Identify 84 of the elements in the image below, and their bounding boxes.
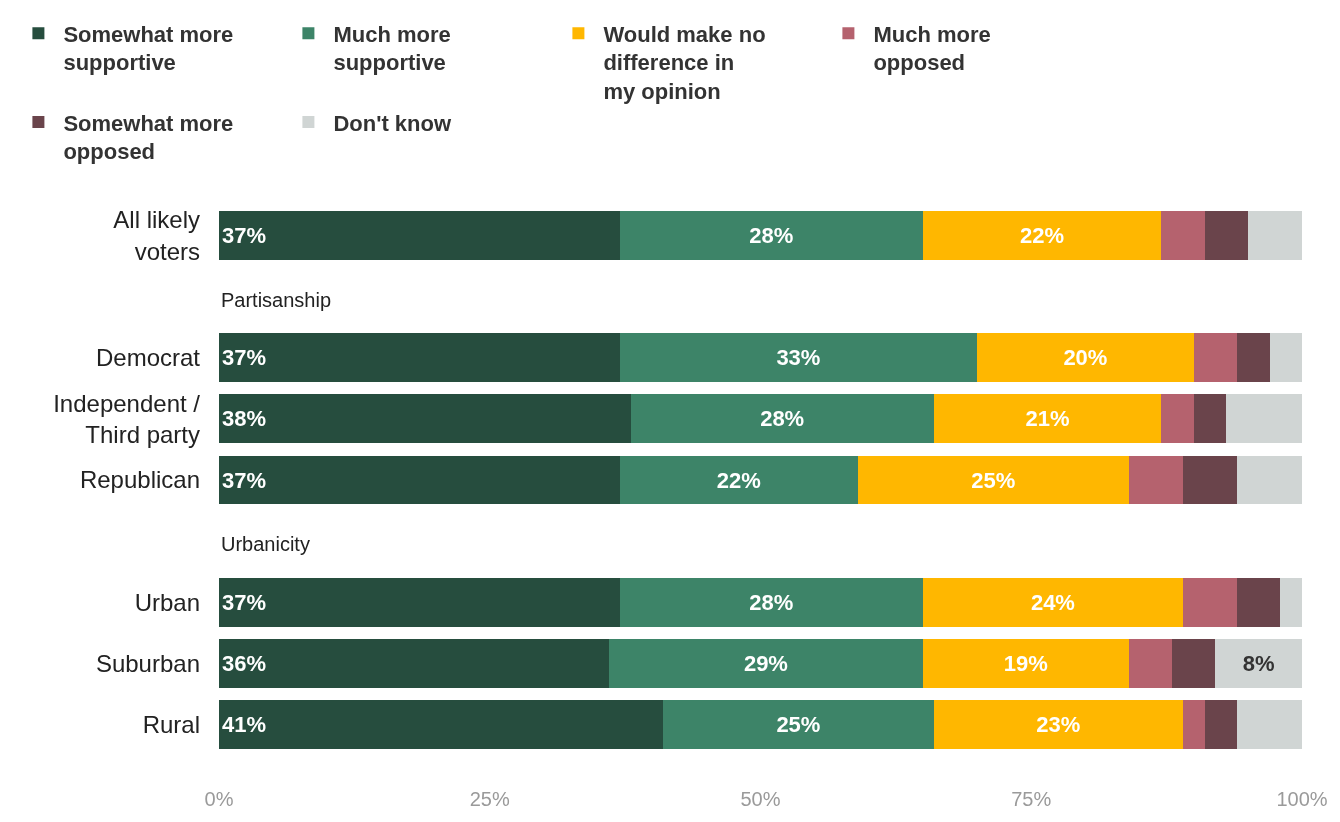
bar xyxy=(1226,394,1302,444)
data-label: 38% xyxy=(222,406,267,432)
data-label: 28% xyxy=(749,589,794,615)
data-label: 22% xyxy=(716,467,761,493)
bar xyxy=(608,638,923,688)
data-label: 37% xyxy=(222,345,267,371)
bar xyxy=(1237,577,1281,627)
bar xyxy=(857,455,1129,505)
data-label: 29% xyxy=(743,650,788,676)
data-label: 22% xyxy=(1020,223,1065,249)
bar xyxy=(630,394,934,444)
bar xyxy=(1204,700,1238,749)
bar xyxy=(1172,638,1216,688)
y-tick-label: Democrat xyxy=(95,344,201,372)
bar xyxy=(219,577,620,627)
x-tick-label: 75% xyxy=(1011,788,1052,810)
x-tick-label: 25% xyxy=(469,788,510,810)
bar xyxy=(1204,211,1248,260)
bar xyxy=(619,577,923,627)
y-tick-label: Independent / Third party xyxy=(53,389,201,448)
bar xyxy=(619,333,978,383)
bar xyxy=(1128,455,1183,505)
data-label: 21% xyxy=(1025,406,1070,432)
data-label: 33% xyxy=(776,345,821,371)
legend-label: Somewhat more opposed xyxy=(63,110,234,165)
bar xyxy=(933,394,1162,444)
bar xyxy=(1280,577,1302,627)
bar xyxy=(1237,455,1302,505)
bar xyxy=(663,700,934,749)
data-label: 24% xyxy=(1030,589,1075,615)
x-tick-label: 0% xyxy=(204,788,234,810)
bar xyxy=(219,394,631,444)
data-label: 25% xyxy=(776,711,821,737)
bar xyxy=(219,333,620,383)
data-label: 25% xyxy=(971,467,1016,493)
data-label: 41% xyxy=(222,711,267,737)
bar xyxy=(1161,211,1205,260)
y-tick-label: Rural xyxy=(142,710,200,738)
data-label: 28% xyxy=(760,406,805,432)
bar xyxy=(219,700,664,749)
legend-label: Somewhat more supportive xyxy=(63,21,234,76)
legend-label: Much more supportive xyxy=(333,21,451,76)
bar xyxy=(922,638,1129,688)
bar xyxy=(1182,577,1238,627)
bar xyxy=(619,211,923,260)
bar xyxy=(1193,333,1238,383)
data-label: 37% xyxy=(222,589,267,615)
data-label: 28% xyxy=(749,223,794,249)
bar xyxy=(1247,211,1302,260)
y-tick-label: Partisanship xyxy=(221,289,332,311)
bar xyxy=(1182,700,1205,749)
bar xyxy=(922,211,1162,260)
bar xyxy=(1182,455,1238,505)
y-tick-label: Republican xyxy=(79,466,200,494)
bar xyxy=(922,577,1183,627)
bar xyxy=(219,638,609,688)
bar xyxy=(219,455,620,505)
y-tick-label: Urbanicity xyxy=(221,533,310,555)
bar xyxy=(1237,700,1302,749)
bar xyxy=(977,333,1194,383)
bar xyxy=(619,455,858,505)
data-label: 23% xyxy=(1036,711,1081,737)
bar xyxy=(1128,638,1173,688)
x-tick-label: 50% xyxy=(740,788,781,810)
y-tick-label: All likely voters xyxy=(113,206,200,265)
bar xyxy=(1161,394,1194,444)
y-tick-label: Suburban xyxy=(95,649,200,677)
bar xyxy=(933,700,1183,749)
data-label: 20% xyxy=(1063,345,1108,371)
bar xyxy=(1215,638,1302,688)
data-label: 37% xyxy=(222,223,267,249)
bar xyxy=(219,211,620,260)
x-tick-label: 100% xyxy=(1276,788,1328,810)
data-label: 36% xyxy=(222,650,267,676)
data-label: 8% xyxy=(1242,650,1275,676)
bar xyxy=(1269,333,1302,383)
legend-label: Much more opposed xyxy=(873,21,991,76)
legend-label: Would make no difference in my opinion xyxy=(603,21,766,104)
y-tick-label: Urban xyxy=(134,588,200,616)
bar xyxy=(1237,333,1270,383)
data-label: 19% xyxy=(1003,650,1048,676)
bar xyxy=(1193,394,1227,444)
data-label: 37% xyxy=(222,467,267,493)
legend-label: Don't know xyxy=(333,110,452,136)
